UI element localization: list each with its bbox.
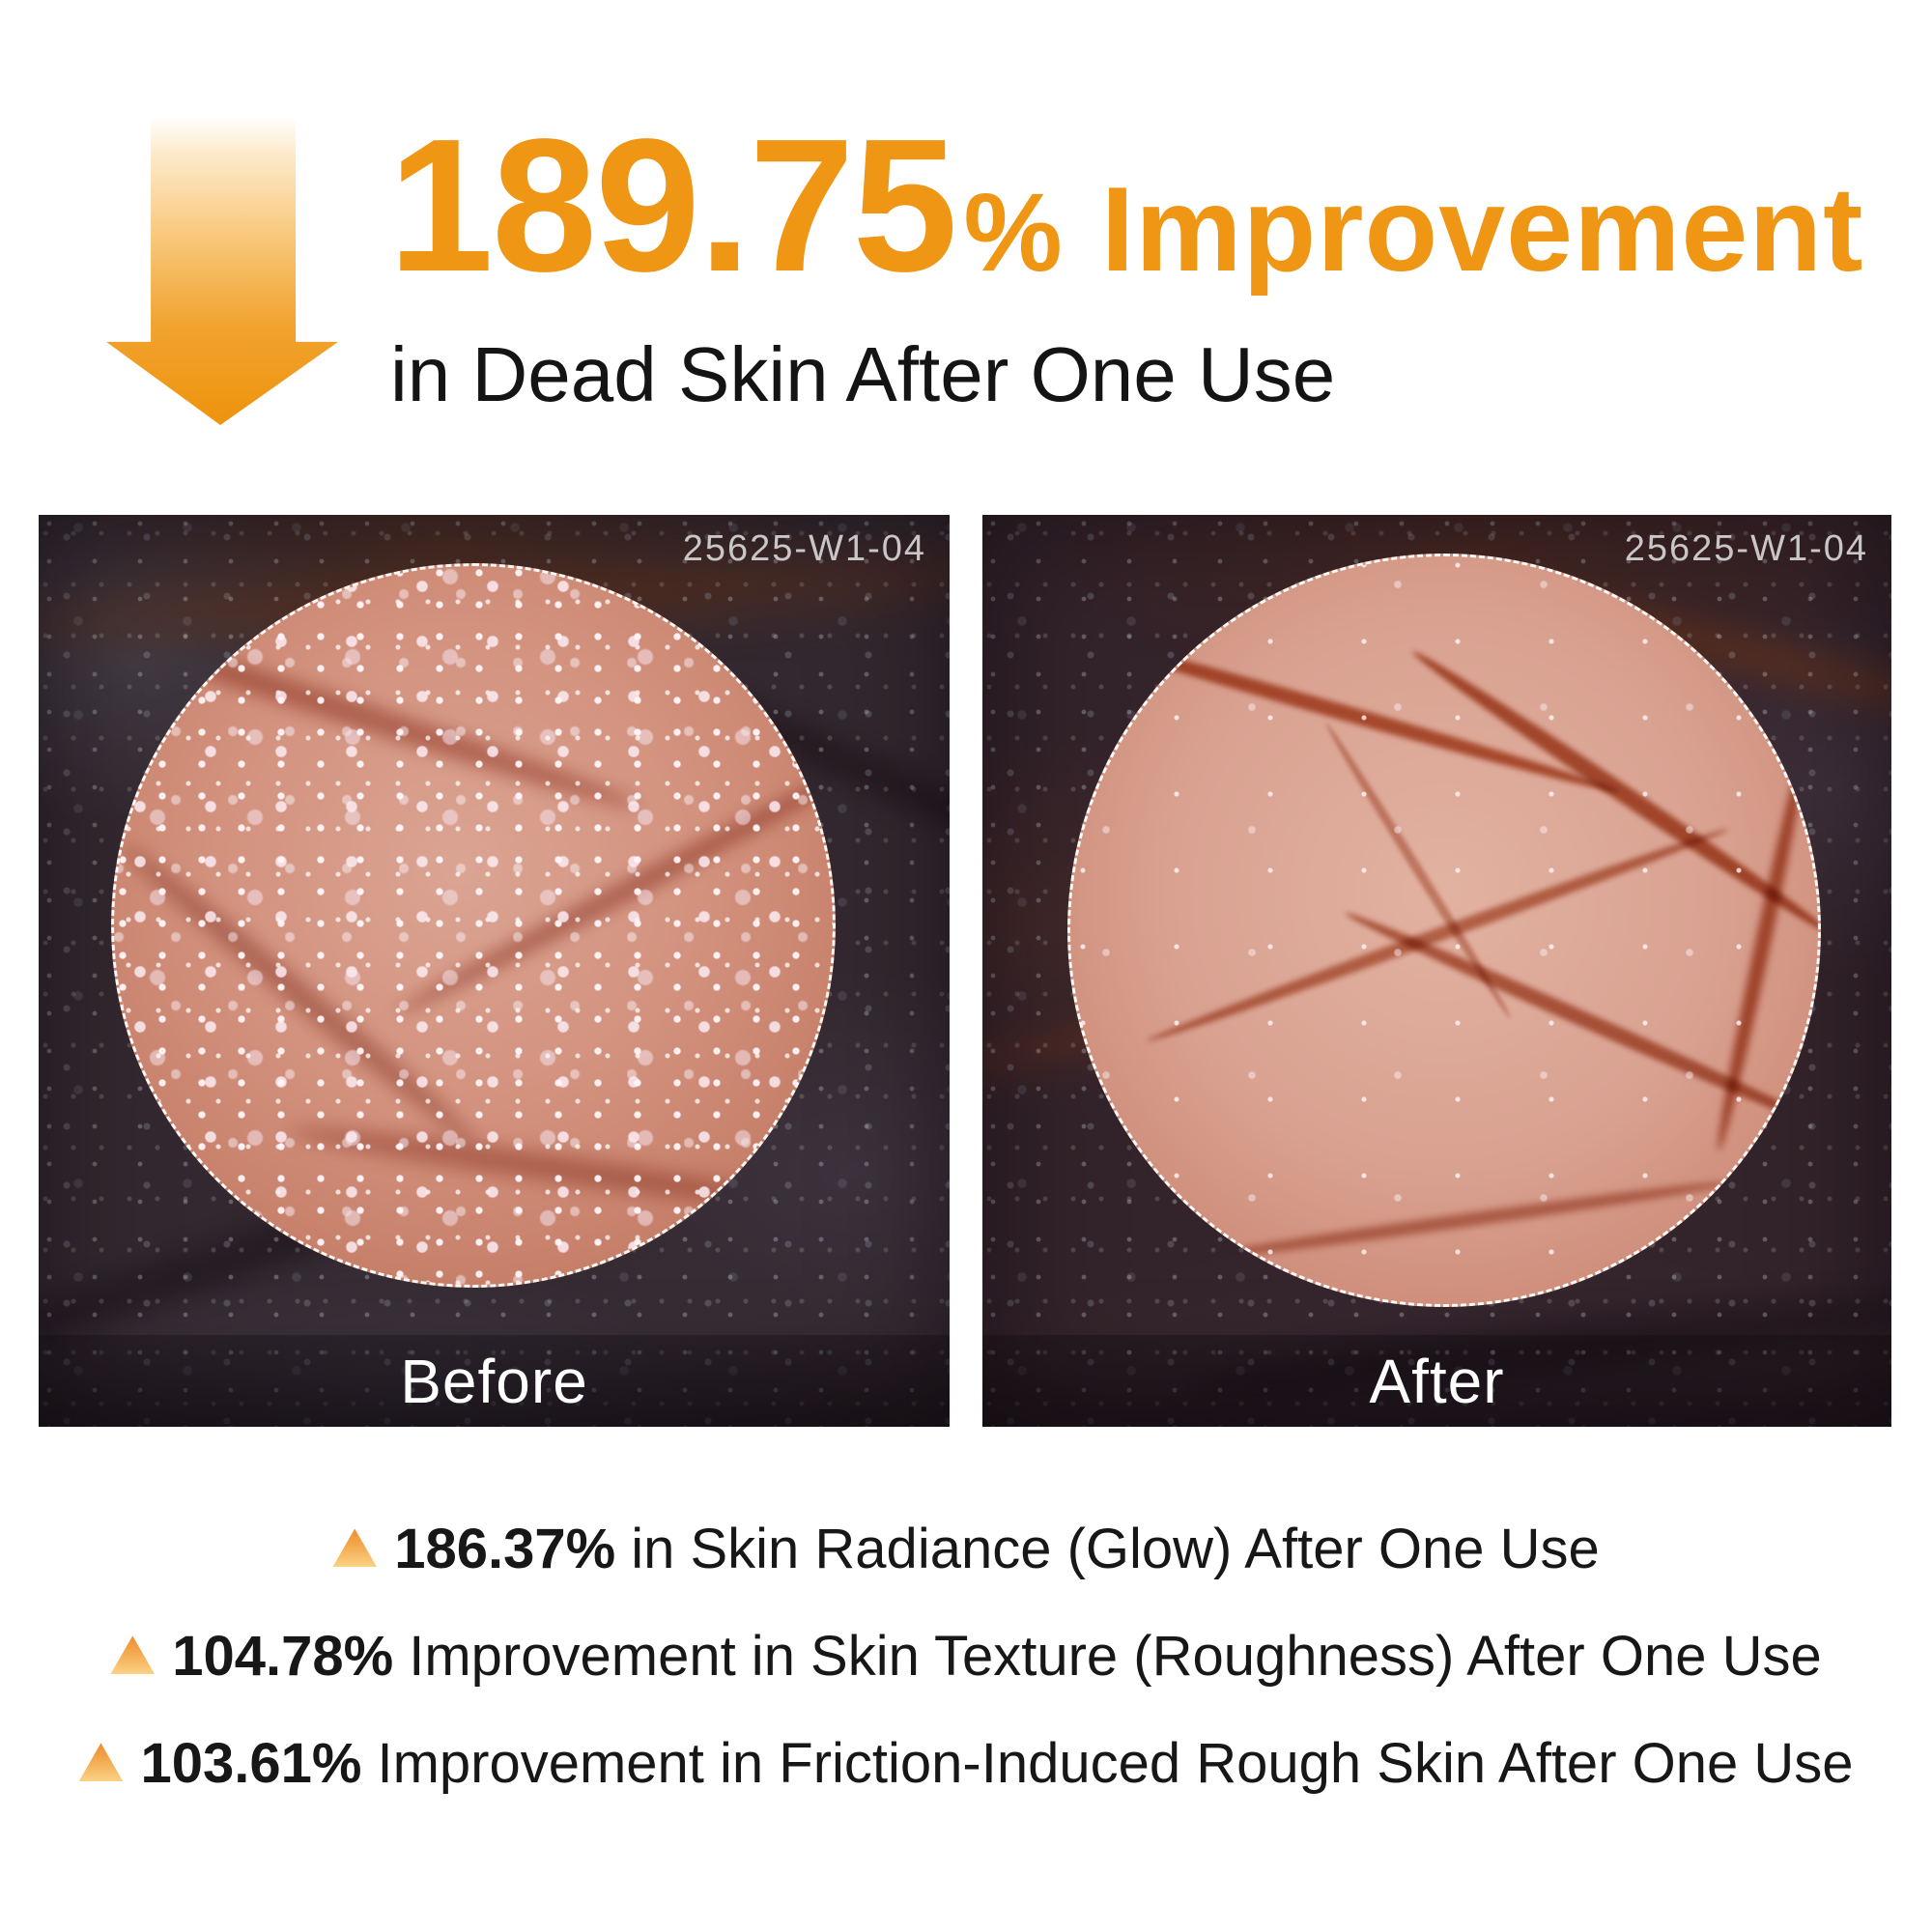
up-triangle-icon xyxy=(110,1635,156,1675)
subheadline: in Dead Skin After One Use xyxy=(390,331,1336,417)
sample-code-label: 25625-W1-04 xyxy=(1624,528,1868,569)
headline-value: 189.75 xyxy=(388,99,957,311)
stat-text: in Skin Radiance (Glow) After One Use xyxy=(631,1518,1600,1580)
after-label-bar: After xyxy=(982,1335,1891,1427)
sample-code-label: 25625-W1-04 xyxy=(682,528,926,569)
dead-skin-flakes-overlay xyxy=(114,566,833,1285)
dead-skin-flakes-overlay xyxy=(1070,556,1818,1304)
before-label-bar: Before xyxy=(39,1335,950,1427)
after-highlight-circle xyxy=(1067,554,1821,1307)
up-triangle-icon xyxy=(332,1528,378,1568)
before-highlight-circle xyxy=(111,563,836,1288)
stat-text: Improvement in Skin Texture (Roughness) … xyxy=(409,1624,1822,1688)
stat-value: 104.78% xyxy=(172,1624,394,1688)
stat-row: 186.37% in Skin Radiance (Glow) After On… xyxy=(332,1518,1600,1581)
after-photo: 25625-W1-04 After xyxy=(982,515,1891,1427)
up-triangle-icon xyxy=(78,1743,124,1782)
stat-text: Improvement in Friction-Induced Rough Sk… xyxy=(377,1731,1854,1795)
stat-value: 186.37% xyxy=(394,1518,616,1580)
stat-row: 104.78% Improvement in Skin Texture (Rou… xyxy=(110,1624,1822,1689)
headline-percent-sign: % xyxy=(963,171,1063,295)
down-arrow-icon xyxy=(106,116,338,425)
before-label: Before xyxy=(400,1346,588,1416)
before-photo: 25625-W1-04 Before xyxy=(39,515,950,1427)
after-label: After xyxy=(1369,1346,1505,1416)
headline-word: Improvement xyxy=(1100,163,1864,297)
stat-row: 103.61% Improvement in Friction-Induced … xyxy=(78,1731,1854,1796)
stats-list: 186.37% in Skin Radiance (Glow) After On… xyxy=(0,1518,1932,1796)
headline: 189.75% Improvement xyxy=(388,111,1863,300)
stat-value: 103.61% xyxy=(140,1731,362,1795)
